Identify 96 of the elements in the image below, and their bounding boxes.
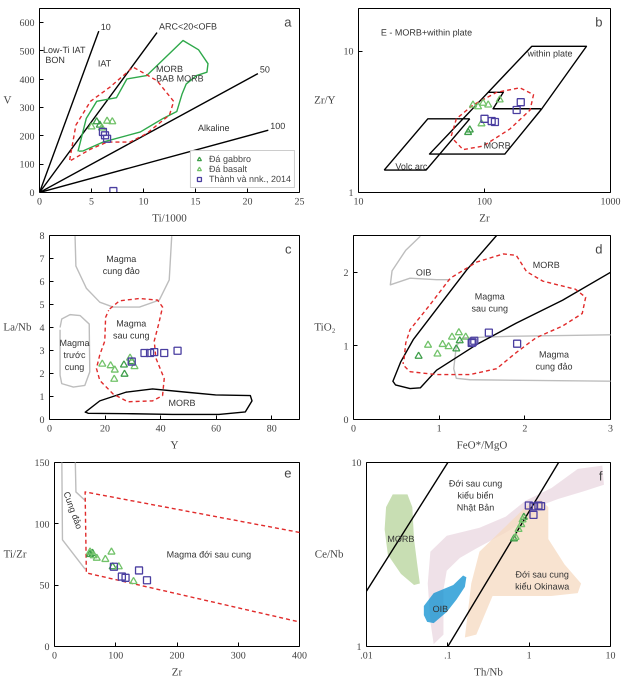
y-tick-label: 10	[344, 46, 354, 58]
x-tick-label: 1	[436, 424, 442, 434]
annotation: Đới sau cung kiểu Okinawa	[515, 569, 570, 592]
series-label: 50	[260, 64, 270, 75]
y-tick-label: 0	[30, 188, 34, 199]
y-tick-label: 1	[344, 341, 348, 352]
x-axis-title: Zr	[172, 666, 183, 678]
chart-title: e	[284, 466, 292, 480]
x-tick-label: 40	[156, 424, 166, 434]
legend-label: Thành và nnk., 2014	[208, 174, 291, 184]
x-tick-label: 400	[292, 650, 307, 662]
y-tick-label: 100	[34, 519, 50, 530]
x-tick-label: .1	[444, 650, 452, 662]
y-tick-label: 4	[40, 323, 44, 334]
y-tick-label: 200	[20, 131, 34, 142]
text: a	[284, 14, 292, 30]
x-tick-label: 10	[606, 650, 616, 662]
x-tick-label: 300	[230, 650, 246, 662]
x-tick-label: 100	[108, 650, 124, 662]
y-tick-label: 5	[40, 300, 44, 311]
x-tick-label: 20	[242, 196, 252, 208]
annotation: MORB	[168, 398, 196, 408]
y-tick-label: 2	[344, 268, 348, 279]
y-tick-label: 2	[40, 369, 44, 380]
y-tick-label: 1	[348, 188, 354, 199]
y-tick-label: 1	[40, 392, 44, 403]
x-tick-label: 200	[170, 650, 184, 662]
annotation: OIB	[432, 604, 448, 614]
x-tick-label: 0	[52, 650, 57, 662]
y-tick-label: 300	[20, 103, 34, 114]
text: c	[285, 242, 292, 256]
y-axis-title: V	[4, 94, 12, 106]
x-tick-label: 2	[522, 424, 528, 434]
annotation: Đới sau cung kiểu biển Nhật Bản	[448, 478, 502, 513]
y-axis-title: Zr/Y	[314, 94, 336, 106]
y-tick-label: 3	[40, 346, 44, 357]
x-tick-label: 25	[294, 196, 304, 208]
y-axis-title: Ti/Zr	[4, 548, 27, 560]
legend-label: Đá basalt	[208, 164, 247, 174]
annotation: Magma sau cung	[112, 318, 150, 340]
y-tick-label: 600	[20, 18, 34, 30]
y-tick-label: 100	[20, 160, 34, 171]
x-tick-label: 80	[266, 424, 277, 434]
text: f	[598, 468, 603, 484]
x-tick-label: 20	[100, 424, 110, 434]
x-tick-label: 60	[211, 424, 222, 434]
x-tick-label: 15	[190, 196, 200, 208]
x-tick-label: 100	[477, 196, 492, 208]
x-tick-label: 1	[526, 650, 532, 662]
chart-title: b	[595, 14, 603, 30]
y-tick-label: 0	[344, 415, 348, 426]
y-tick-label: 500	[20, 46, 34, 58]
x-axis-title: Th/Nb	[474, 666, 504, 678]
y-axis-title: La/Nb	[3, 322, 32, 334]
annotation: MORB	[484, 140, 511, 151]
y-axis-title: TiO₂	[314, 322, 336, 334]
annotation: Volc arc	[395, 162, 428, 172]
annotation: BON	[45, 55, 65, 66]
x-tick-label: 1000	[600, 196, 620, 208]
y-tick-label: 10	[352, 458, 362, 469]
series-label: 100	[270, 121, 286, 132]
y-tick-label: 0	[40, 415, 44, 426]
annotation: MORB	[532, 260, 560, 270]
annotation: OIB	[416, 267, 432, 278]
annotation: Magma sau cung	[471, 291, 508, 314]
y-tick-label: 8	[40, 231, 44, 242]
annotation: Magma trước cung	[59, 338, 90, 372]
x-axis-title: Ti/1000	[152, 212, 188, 224]
x-tick-label: .01	[360, 650, 373, 662]
y-tick-label: 6	[40, 277, 44, 288]
annotation: E - MORB+within plate	[380, 27, 472, 38]
y-tick-label: 0	[44, 642, 50, 653]
x-tick-label: 5	[89, 196, 94, 208]
x-axis-title: Zr	[479, 212, 490, 224]
annotation: Magma cung đảo	[535, 350, 572, 372]
annotation: Cung đảo	[61, 490, 84, 530]
annotation: within plate	[526, 48, 573, 59]
x-axis-title: Y	[170, 440, 179, 452]
annotation: Magma cung đảo	[102, 254, 140, 276]
annotation: MORB	[156, 64, 183, 74]
series-label: ARC<20<OFB	[159, 22, 218, 32]
x-axis-title: FeO*/MgO	[456, 440, 508, 452]
annotation: Alkaline	[198, 123, 230, 134]
y-axis-title: Ce/Nb	[314, 548, 344, 560]
series-label: 10	[100, 22, 111, 32]
annotation: Low-Ti IAT	[42, 44, 86, 55]
y-tick-label: 150	[34, 458, 50, 469]
x-tick-label: 10	[138, 196, 148, 208]
annotation: Magma đới sau cung	[166, 550, 252, 560]
annotation: IAT	[98, 58, 112, 69]
x-tick-label: 3	[608, 424, 613, 434]
y-tick-label: 7	[40, 254, 44, 265]
y-tick-label: 50	[40, 580, 50, 592]
text: d	[595, 242, 603, 256]
legend-label: Đá gabbro	[208, 154, 251, 164]
y-tick-label: 400	[20, 74, 34, 86]
